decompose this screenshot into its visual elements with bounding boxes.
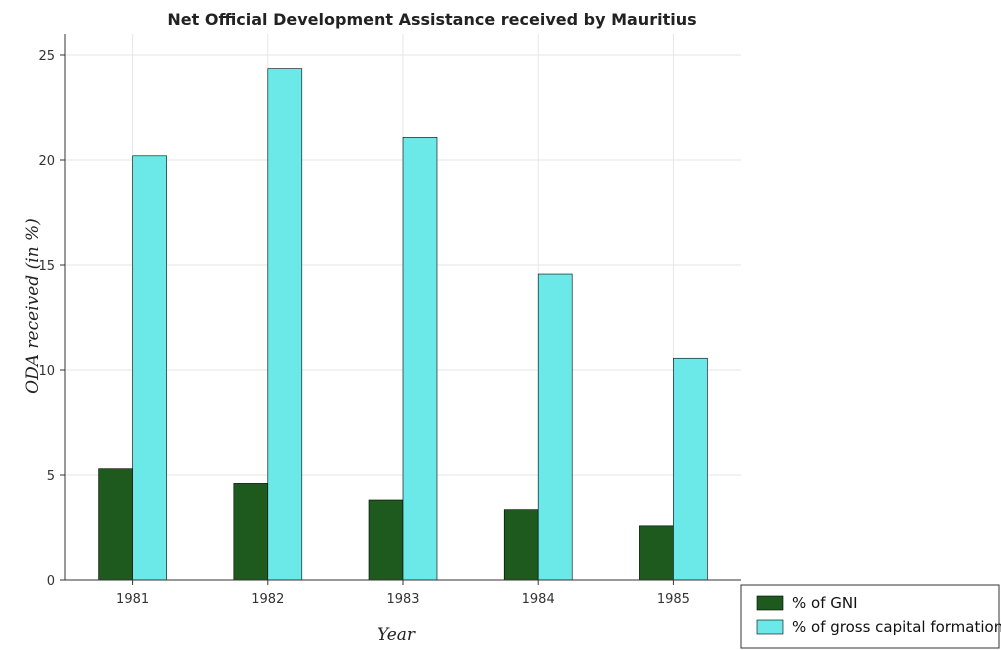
- x-tick-label: 1981: [116, 592, 149, 607]
- bar-gni-1984: [503, 509, 539, 581]
- bar-gni-1985: [639, 525, 674, 581]
- bar-gross-capital-formation-1984: [537, 273, 573, 581]
- legend-label: % of GNI: [792, 594, 858, 612]
- ticks: 0 5 10 15 20 25 1981 1982 1983 1984 1985: [38, 49, 689, 607]
- chart-title: Net Official Development Assistance rece…: [167, 10, 696, 29]
- x-tick-label: 1983: [386, 592, 419, 607]
- x-tick-label: 1982: [251, 592, 284, 607]
- bars: [98, 68, 708, 581]
- y-tick-label: 10: [38, 364, 55, 379]
- bar-gross-capital-formation-1983: [402, 137, 438, 581]
- legend-label: % of gross capital formation: [792, 618, 1001, 636]
- y-tick-label: 20: [38, 154, 55, 169]
- bar-gross-capital-formation-1985: [673, 357, 708, 581]
- x-axis-label: Year: [377, 625, 416, 645]
- bar-gni-1983: [368, 499, 404, 581]
- legend-swatch: [756, 619, 784, 635]
- y-tick-label: 15: [38, 259, 55, 274]
- legend: % of GNI % of gross capital formation: [740, 584, 1001, 649]
- bar-gross-capital-formation-1981: [132, 155, 167, 581]
- x-tick-label: 1985: [657, 592, 690, 607]
- bar-gni-1981: [98, 468, 133, 581]
- legend-box: [740, 584, 1000, 649]
- y-axis-label: ODA received (in %): [23, 218, 43, 394]
- bar-gross-capital-formation-1982: [267, 68, 303, 581]
- y-tick-label: 25: [38, 49, 55, 64]
- bar-gni-1982: [233, 483, 269, 581]
- x-tick-label: 1984: [522, 592, 555, 607]
- legend-swatch: [756, 595, 784, 611]
- y-tick-label: 0: [47, 574, 55, 589]
- y-tick-label: 5: [47, 469, 55, 484]
